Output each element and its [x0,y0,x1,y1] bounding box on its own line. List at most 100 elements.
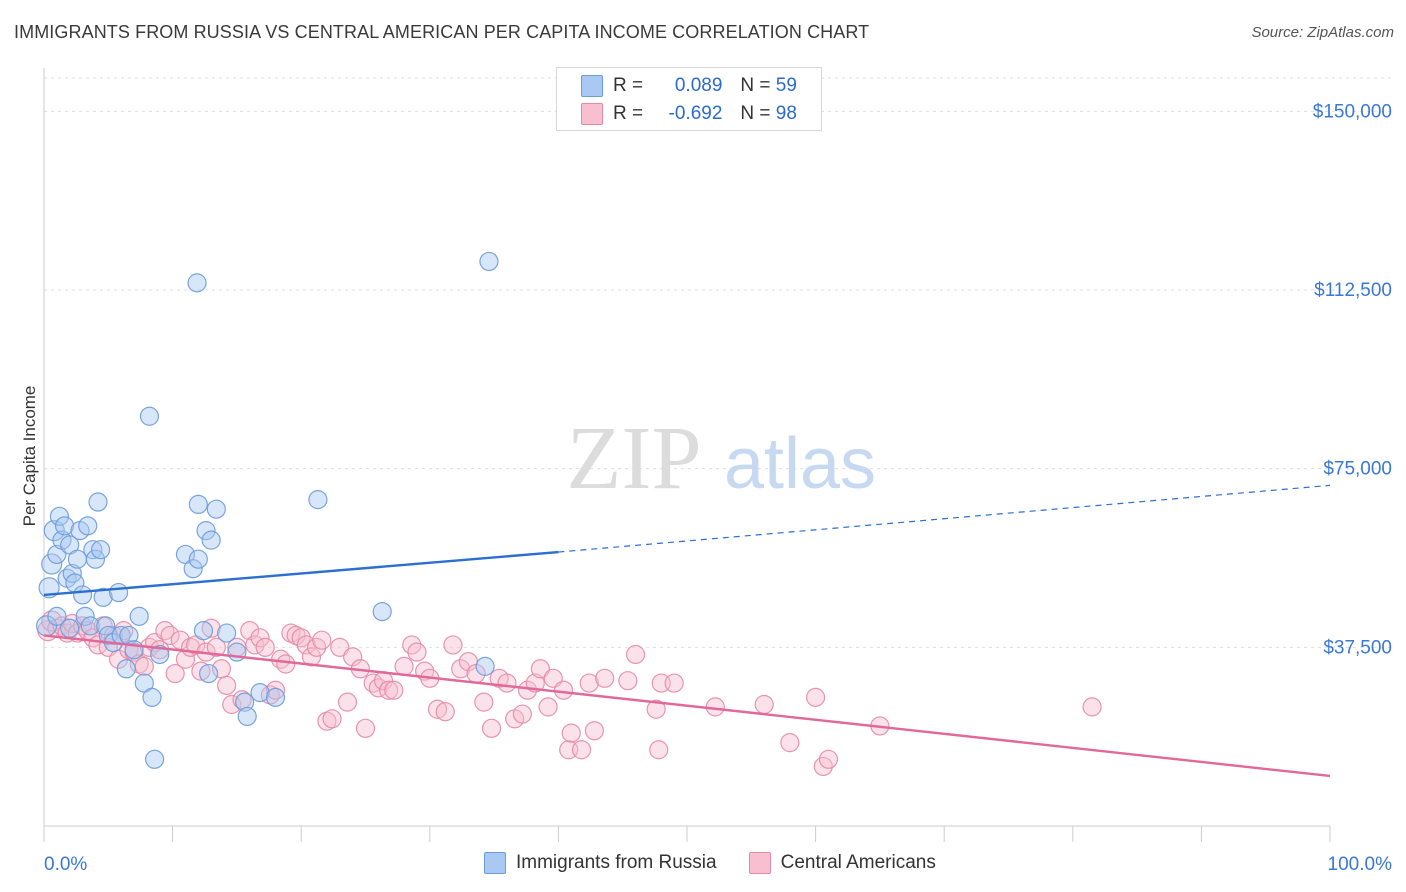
tick-labels: $37,500 $75,000 $112,500 $150,000 0.0% 100.0% [44,101,1392,875]
point-central-american [129,654,149,674]
trend-line-russia-extrapolated [558,484,1331,553]
point-russia [75,606,95,626]
point-central-american [595,668,615,688]
legend-r-value: 0.089 [674,75,723,96]
point-central-american [355,718,376,738]
point-central-american [530,659,550,679]
point-russia [67,549,88,569]
point-central-american [584,721,605,741]
series-legend-russia: Immigrants from Russia [484,852,717,874]
point-russia [187,273,207,293]
point-central-american [497,673,517,693]
point-central-american [451,659,471,679]
point-central-american [384,680,404,700]
point-russia [265,687,286,707]
watermark-atlas: atlas [724,424,876,504]
point-central-american [286,625,306,646]
legend-swatch-central [581,103,603,125]
point-central-american [206,637,226,657]
chart-source: Source: ZipAtlas.com [1251,24,1394,41]
y-tick-label: $37,500 [1323,637,1392,658]
point-russia [183,559,203,579]
legend-r-label: R = [613,103,644,124]
point-central-american [664,673,684,693]
point-central-american [618,671,638,691]
point-central-american [160,625,180,646]
point-russia [308,490,328,510]
point-central-american [579,673,599,693]
point-russia [206,499,226,519]
point-central-american [255,637,275,657]
legend-r-value: -0.692 [668,103,723,124]
trend-line-central-american [43,634,1331,778]
point-russia [201,530,221,550]
point-central-american [330,637,350,657]
point-russia [78,516,98,536]
series-legend: Immigrants from Russia Central Americans [484,852,968,874]
point-russia [93,587,113,607]
legend-n-label: N = [740,75,771,96]
point-central-american [512,704,532,724]
point-russia [250,682,270,703]
axes-layer [43,68,1331,842]
point-central-american [312,630,332,650]
point-central-american [165,663,185,684]
trend-line-russia [43,550,559,597]
trend-layer [43,484,1331,778]
point-russia [90,540,111,560]
watermark-zip: ZIP [567,409,702,508]
point-central-american [281,623,301,643]
point-russia [116,659,136,679]
point-russia [38,577,60,599]
point-central-american [394,656,414,676]
point-russia [47,544,67,565]
point-russia [47,606,67,626]
point-russia [235,692,255,712]
point-central-american [217,675,237,696]
point-central-american [322,709,342,729]
point-central-american [705,697,725,717]
y-tick-label: $112,500 [1314,280,1392,301]
legend-row-central: R = -0.692 N = 98 [581,101,797,127]
series-label-central: Central Americans [780,852,936,873]
point-central-american [265,680,286,700]
point-russia [150,644,170,665]
point-russia [217,623,237,643]
x-tick-label-right: 100.0% [1328,854,1393,875]
point-central-american [553,680,574,700]
point-russia [475,656,495,676]
point-central-american [379,680,399,700]
point-russia [144,749,165,769]
point-central-american [474,692,494,712]
series-swatch-russia [484,852,506,874]
point-central-american [538,697,558,717]
point-central-american [780,733,800,753]
point-russia [193,621,214,641]
point-central-american [317,711,337,731]
point-russia [188,549,208,569]
y-tick-label: $150,000 [1313,101,1392,122]
point-russia [85,549,106,569]
y-tick-label: $75,000 [1323,459,1392,480]
point-russia [72,585,93,605]
series-swatch-central [748,852,771,874]
point-russia [196,521,216,541]
point-central-american [1082,697,1102,717]
point-central-american [191,661,211,681]
point-central-american [646,699,666,719]
point-central-american [625,644,646,665]
point-central-american [134,656,154,676]
legend-r-label: R = [613,75,644,96]
point-russia [60,618,80,638]
legend-row-russia: R = 0.089 N = 59 [581,73,797,99]
grid-layer [44,77,1395,648]
point-central-american [240,621,260,641]
point-central-american [561,723,581,743]
point-central-american [805,687,826,707]
point-russia [372,602,392,622]
point-russia [479,251,499,272]
point-central-american [343,647,363,667]
watermark: ZIP atlas [567,409,877,508]
chart-title: IMMIGRANTS FROM RUSSIA VS CENTRAL AMERIC… [14,22,870,42]
points-layer [35,251,1102,777]
